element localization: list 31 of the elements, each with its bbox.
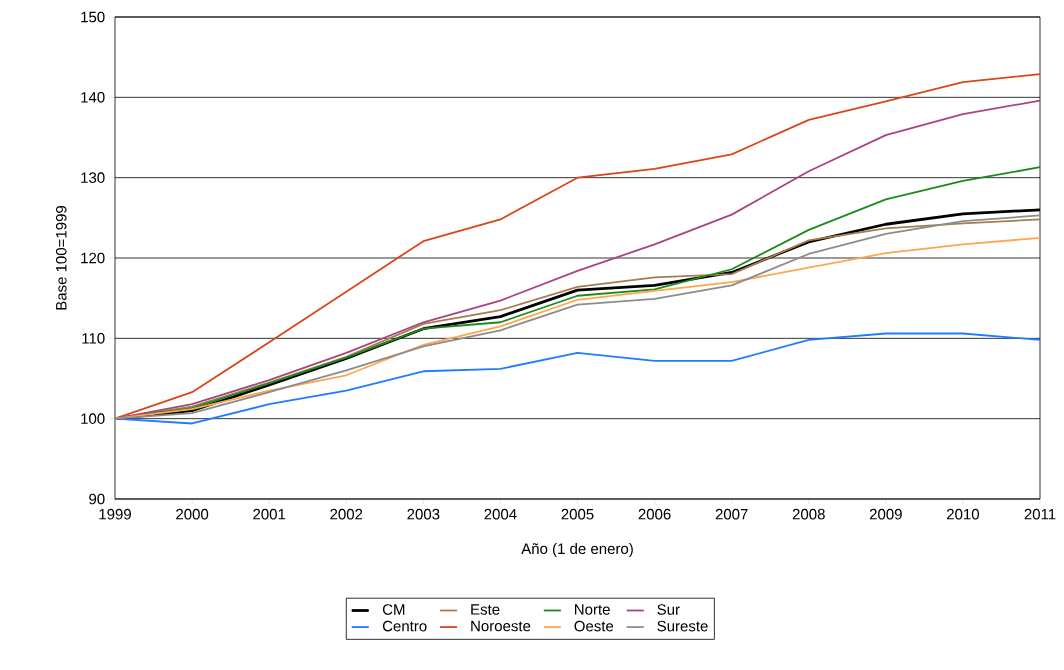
x-tick-label: 2011: [1024, 508, 1056, 520]
y-tick-label: 120: [81, 252, 105, 264]
line-series: [114, 332, 1041, 425]
y-tick-label: 150: [81, 11, 105, 23]
legend-label: Este: [471, 604, 500, 615]
y-tick-label: 90: [89, 493, 105, 505]
legend-label: Noroeste: [471, 620, 531, 632]
x-tick-label: 2009: [869, 508, 902, 520]
y-tick-label: 100: [81, 413, 105, 424]
legend-label: Sur: [657, 604, 680, 615]
x-tick-label: 2010: [947, 508, 980, 520]
x-tick-label: 2002: [330, 508, 363, 520]
x-tick-label: 2005: [561, 508, 594, 520]
x-tick-label: 2006: [638, 508, 671, 520]
legend-label: Centro: [382, 620, 427, 632]
y-tick-label: 130: [81, 172, 105, 183]
legend-label: Norte: [575, 604, 610, 615]
x-tick-label: 2007: [715, 508, 748, 520]
x-axis-title: Año (1 de enero): [521, 543, 633, 557]
legend-label: Oeste: [574, 620, 614, 632]
x-tick-label: 2004: [484, 508, 517, 520]
x-tick-label: 2001: [253, 508, 286, 520]
x-tick-label: 2008: [792, 508, 825, 520]
legend-label: CM: [382, 604, 405, 615]
y-tick-label: 110: [82, 333, 105, 344]
x-tick-label: 2003: [407, 508, 440, 520]
y-axis-title: Base 100=1999: [55, 205, 67, 310]
legend-label: Sureste: [657, 620, 708, 632]
y-tick-label: 140: [81, 92, 105, 103]
x-tick-label: 2000: [176, 508, 209, 520]
x-tick-label: 1999: [99, 508, 131, 520]
